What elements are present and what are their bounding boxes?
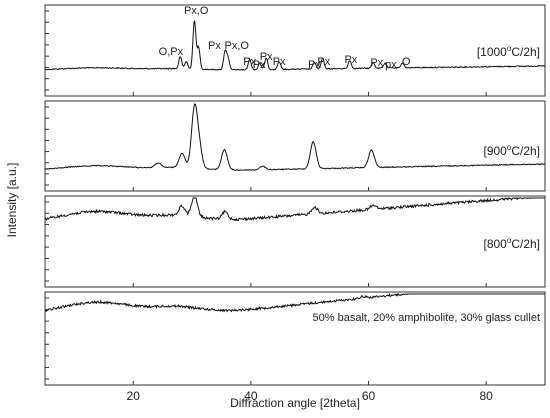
peak-annotation: Px,O bbox=[184, 5, 209, 17]
peak-annotation: Px bbox=[370, 57, 383, 69]
peak-annotation: Px bbox=[243, 56, 256, 68]
y-minor-ticks bbox=[45, 10, 49, 91]
peak-annotation: Px,O bbox=[225, 40, 250, 52]
y-axis-label: Intensity [a.u.] bbox=[5, 162, 19, 238]
panel-3: [800oC/2h] bbox=[44, 195, 546, 288]
panel-frame bbox=[44, 195, 546, 288]
panel-label: 50% basalt, 20% amphibolite, 30% glass c… bbox=[313, 312, 540, 324]
peak-annotation: Px bbox=[317, 56, 330, 68]
series-line-panel-2 bbox=[44, 103, 546, 172]
x-axis-label: Diffraction angle [2theta] bbox=[230, 396, 360, 410]
panel-label: [1000oC/2h] bbox=[477, 44, 540, 59]
panel-2: [900oC/2h] bbox=[44, 100, 546, 192]
x-tick-label: 60 bbox=[362, 389, 376, 403]
peak-annotation: px bbox=[385, 59, 397, 71]
peak-annotation: Px bbox=[260, 51, 273, 63]
peak-annotation: Px bbox=[208, 40, 221, 52]
peak-annotation: Px bbox=[273, 56, 286, 68]
x-tick-label: 40 bbox=[244, 389, 258, 403]
panel-label: [800oC/2h] bbox=[484, 236, 541, 251]
x-tick-labels: 20 40 60 80 bbox=[127, 389, 494, 403]
peak-annotation: O,Px bbox=[159, 46, 184, 58]
panel-frame bbox=[44, 291, 546, 386]
series-line-panel-1 bbox=[44, 20, 546, 71]
x-tick-label: 80 bbox=[479, 389, 493, 403]
peak-annotation: O bbox=[402, 56, 411, 68]
panel-frame bbox=[44, 100, 546, 192]
peak-annotation: Px bbox=[344, 54, 357, 66]
panel-label: [900oC/2h] bbox=[484, 143, 541, 158]
panel-frame bbox=[44, 4, 546, 97]
series-line-panel-3 bbox=[44, 197, 545, 222]
x-tick-label: 20 bbox=[127, 389, 141, 403]
peak-annotation: Px bbox=[253, 59, 266, 71]
peak-annotation: Px bbox=[308, 59, 321, 71]
y-axis-label-box: Intensity [a.u.] bbox=[2, 100, 22, 300]
y-minor-ticks bbox=[45, 106, 49, 186]
panel-4: 50% basalt, 20% amphibolite, 30% glass c… bbox=[44, 291, 546, 386]
y-minor-ticks bbox=[45, 201, 49, 282]
series-line-panel-4 bbox=[44, 292, 545, 313]
